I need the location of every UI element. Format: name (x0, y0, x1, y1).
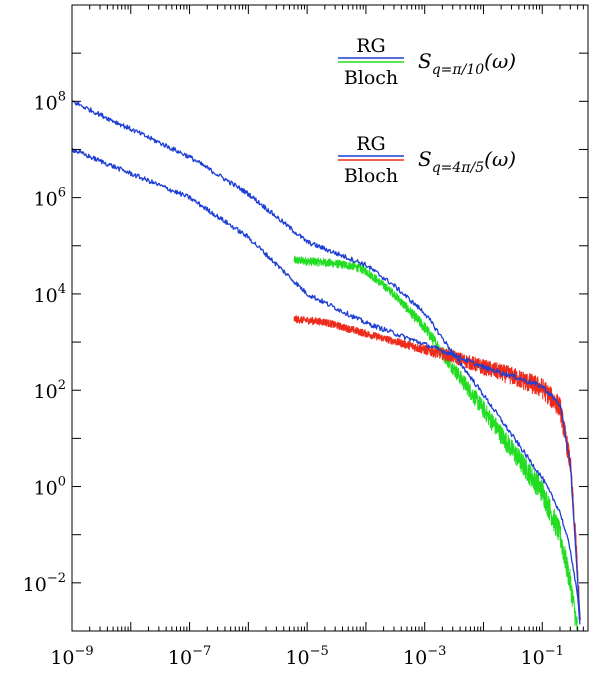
series-line-bloch-q-pi-10 (293, 255, 578, 630)
legend-entry: RG Bloch Sq=π/10(ω) (338, 35, 516, 89)
y-tick-labels: 10−2 100 102 104 106 108 (23, 89, 66, 596)
legend-denominator: Bloch (344, 67, 398, 89)
y-tick-label: 108 (34, 89, 66, 114)
y-tick-label: 10−2 (23, 571, 66, 596)
plot-frame (71, 4, 589, 632)
x-tick-label: 10−9 (50, 644, 93, 669)
legend-label: Sq=π/10(ω) (418, 49, 516, 78)
series-line-rg-q-4pi-5 (72, 148, 581, 621)
series-line-rg-q-pi-10 (72, 100, 581, 625)
x-tick-label: 10−3 (403, 644, 446, 669)
y-tick-label: 100 (34, 475, 66, 500)
y-tick-label: 106 (34, 186, 66, 211)
legend-denominator: Bloch (344, 165, 398, 187)
y-tick-label: 104 (34, 282, 66, 307)
legend-label: Sq=4π/5(ω) (418, 147, 516, 176)
legend: RG Bloch Sq=π/10(ω) RG Bloch Sq=4π/5(ω) (338, 35, 516, 187)
x-tick-labels: 10−9 10−7 10−5 10−3 10−1 (50, 644, 564, 669)
tick-layer (71, 5, 588, 632)
x-tick-label: 10−1 (521, 644, 564, 669)
x-tick-label: 10−5 (285, 644, 328, 669)
series-line-bloch-q-4pi-5 (293, 315, 581, 620)
legend-numerator: RG (356, 133, 385, 155)
legend-numerator: RG (356, 35, 385, 57)
legend-entry: RG Bloch Sq=4π/5(ω) (338, 133, 516, 187)
series-layer (72, 100, 581, 630)
x-tick-label: 10−7 (168, 644, 211, 669)
y-tick-label: 102 (34, 378, 66, 403)
